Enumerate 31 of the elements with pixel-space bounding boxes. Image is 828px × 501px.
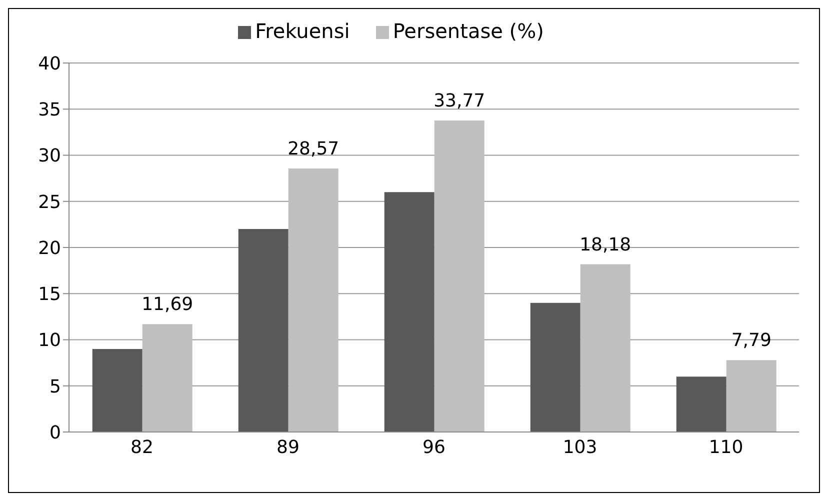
data-label: 11,69 (142, 294, 194, 316)
x-tick-label: 110 (708, 436, 744, 458)
y-tick-label: 0 (50, 422, 61, 444)
data-label: 33,77 (434, 90, 486, 112)
y-tick-label: 25 (38, 192, 61, 213)
x-tick-label: 82 (130, 436, 154, 458)
x-tick-label: 89 (276, 436, 300, 458)
y-tick-label: 40 (38, 53, 61, 74)
y-tick-label: 20 (38, 238, 61, 259)
legend-label: Frekuensi (255, 19, 350, 43)
x-tick-label: 96 (422, 436, 446, 458)
y-tick-label: 35 (38, 100, 61, 121)
y-tick-label: 5 (50, 376, 61, 398)
bar (676, 376, 726, 432)
y-tick-label: 30 (38, 146, 61, 167)
bar (288, 168, 338, 432)
bar (530, 302, 580, 432)
data-label: 7,79 (731, 330, 772, 352)
bar (580, 264, 630, 432)
bar (142, 324, 192, 432)
y-tick-label: 10 (38, 330, 61, 352)
bar (238, 229, 288, 432)
x-tick-label: 103 (562, 436, 598, 458)
data-label: 28,57 (288, 138, 340, 160)
bar (434, 120, 484, 432)
legend-label: Persentase (%) (392, 19, 544, 43)
bar (726, 360, 776, 432)
bar (384, 192, 434, 432)
bar (92, 348, 142, 432)
data-label: 18,18 (580, 234, 632, 256)
y-tick-label: 15 (38, 284, 61, 306)
